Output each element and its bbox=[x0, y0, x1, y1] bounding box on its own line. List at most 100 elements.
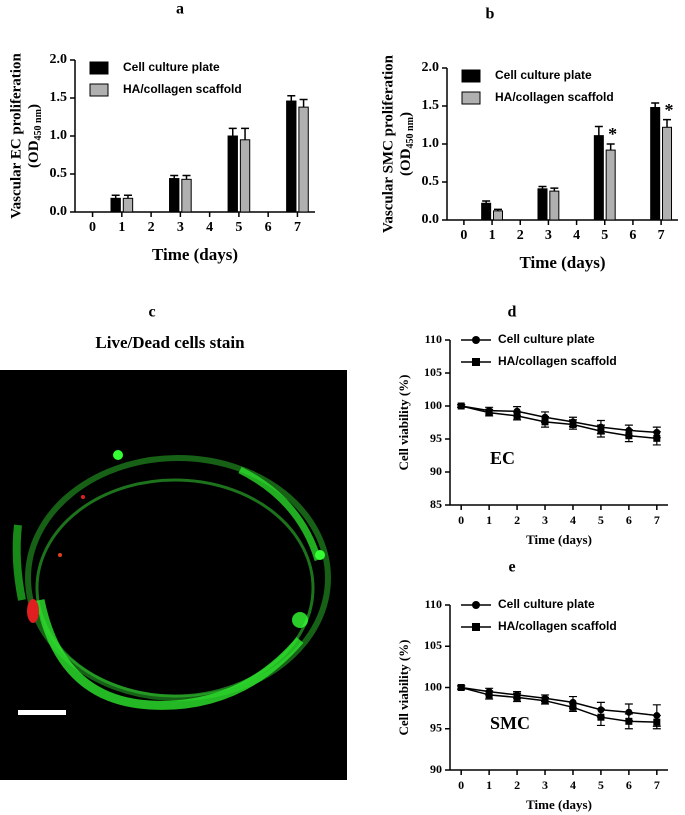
x-tick-label: 2 bbox=[517, 228, 524, 243]
y-tick-label: 0.5 bbox=[422, 174, 440, 189]
y-tick-label: 0.5 bbox=[50, 166, 68, 181]
y-tick-label: 2.0 bbox=[50, 52, 68, 67]
marker bbox=[569, 420, 577, 428]
x-axis-label: Time (days) bbox=[152, 245, 238, 264]
y-tick-label: 100 bbox=[424, 398, 442, 412]
x-tick-label: 4 bbox=[570, 778, 576, 792]
y-tick-label: 1.5 bbox=[50, 90, 68, 105]
legend-label: Cell culture plate bbox=[498, 597, 595, 611]
y-axis-label: Cell viability (%) bbox=[396, 374, 411, 470]
panel-label: b bbox=[486, 6, 495, 23]
series-line bbox=[460, 686, 657, 723]
bar bbox=[492, 210, 503, 221]
x-axis-label: Time (days) bbox=[526, 797, 592, 812]
y-tick-label: 95 bbox=[430, 431, 442, 445]
panel-label: d bbox=[508, 304, 517, 321]
y-axis-unit: (OD450 nm) bbox=[26, 104, 44, 168]
x-tick-label: 2 bbox=[514, 778, 520, 792]
marker bbox=[597, 427, 605, 435]
error-bar bbox=[493, 208, 502, 211]
marker bbox=[485, 691, 493, 699]
x-tick-label: 1 bbox=[486, 778, 492, 792]
significance-mark: * bbox=[608, 124, 617, 144]
bar bbox=[239, 139, 251, 213]
marker bbox=[457, 402, 465, 410]
significance-mark: * bbox=[665, 100, 674, 120]
series-line bbox=[461, 686, 657, 717]
bar bbox=[227, 135, 238, 213]
legend-label: HA/collagen scaffold bbox=[498, 354, 617, 368]
marker bbox=[597, 713, 605, 721]
y-tick-label: 1.0 bbox=[422, 136, 440, 151]
x-tick-label: 4 bbox=[206, 220, 213, 235]
x-tick-label: 0 bbox=[458, 513, 464, 527]
error-bar bbox=[299, 98, 308, 108]
unit-open: (OD bbox=[26, 140, 42, 168]
unit-sub: 450 nm bbox=[33, 108, 44, 140]
x-axis-label: Time (days) bbox=[519, 253, 605, 272]
error-bar bbox=[550, 187, 559, 192]
error-bar bbox=[538, 185, 547, 189]
y-tick-label: 105 bbox=[424, 365, 442, 379]
micrograph bbox=[0, 370, 347, 780]
bar bbox=[549, 190, 560, 221]
bar bbox=[662, 126, 673, 221]
x-tick-label: 6 bbox=[626, 778, 632, 792]
bar bbox=[593, 135, 604, 221]
series-line bbox=[461, 405, 657, 434]
x-tick-label: 1 bbox=[118, 220, 125, 235]
x-tick-label: 3 bbox=[545, 228, 552, 243]
y-tick-label: 1.5 bbox=[422, 98, 440, 113]
legend-label: Cell culture plate bbox=[123, 60, 220, 74]
x-tick-label: 1 bbox=[486, 513, 492, 527]
y-tick-label: 110 bbox=[425, 332, 442, 346]
unit-close: ) bbox=[398, 112, 414, 117]
annotation: EC bbox=[490, 448, 515, 468]
error-bar bbox=[170, 174, 179, 179]
legend-swatch bbox=[461, 91, 481, 105]
x-axis-label: Time (days) bbox=[526, 532, 592, 547]
bar bbox=[110, 197, 121, 213]
legend-marker bbox=[472, 601, 480, 609]
unit-close: ) bbox=[26, 104, 42, 109]
marker bbox=[569, 703, 577, 711]
x-tick-label: 4 bbox=[573, 228, 580, 243]
image-title: Live/Dead cells stain bbox=[95, 333, 245, 352]
y-tick-label: 0.0 bbox=[422, 212, 440, 227]
legend-marker bbox=[472, 623, 480, 631]
x-tick-label: 7 bbox=[294, 220, 301, 235]
marker bbox=[625, 717, 633, 725]
y-axis-label: Vascular EC proliferation bbox=[8, 53, 24, 219]
unit-sub: 450 nm bbox=[405, 116, 416, 148]
x-tick-label: 4 bbox=[570, 513, 576, 527]
bar bbox=[605, 149, 616, 221]
x-tick-label: 2 bbox=[514, 513, 520, 527]
legend-marker bbox=[472, 358, 480, 366]
marker bbox=[457, 684, 465, 691]
x-tick-label: 6 bbox=[265, 220, 272, 235]
y-tick-label: 100 bbox=[424, 679, 442, 693]
panel-label: c bbox=[148, 304, 155, 321]
error-bar bbox=[482, 200, 491, 204]
error-bar bbox=[123, 194, 132, 199]
y-tick-label: 2.0 bbox=[422, 60, 440, 75]
legend-label: Cell culture plate bbox=[498, 332, 595, 346]
marker bbox=[625, 432, 633, 440]
legend-marker bbox=[472, 336, 480, 344]
x-tick-label: 7 bbox=[654, 513, 660, 527]
error-bar bbox=[228, 127, 237, 136]
x-tick-label: 1 bbox=[489, 228, 496, 243]
y-tick-label: 1.0 bbox=[50, 128, 68, 143]
marker bbox=[513, 693, 521, 701]
marker bbox=[541, 697, 549, 705]
y-tick-label: 85 bbox=[430, 497, 442, 511]
x-tick-label: 6 bbox=[629, 228, 636, 243]
error-bar bbox=[594, 125, 603, 136]
bar bbox=[181, 178, 192, 213]
bar bbox=[537, 188, 548, 221]
bar bbox=[481, 202, 492, 221]
marker bbox=[485, 409, 493, 417]
error-bar bbox=[241, 127, 250, 140]
x-tick-label: 7 bbox=[654, 778, 660, 792]
